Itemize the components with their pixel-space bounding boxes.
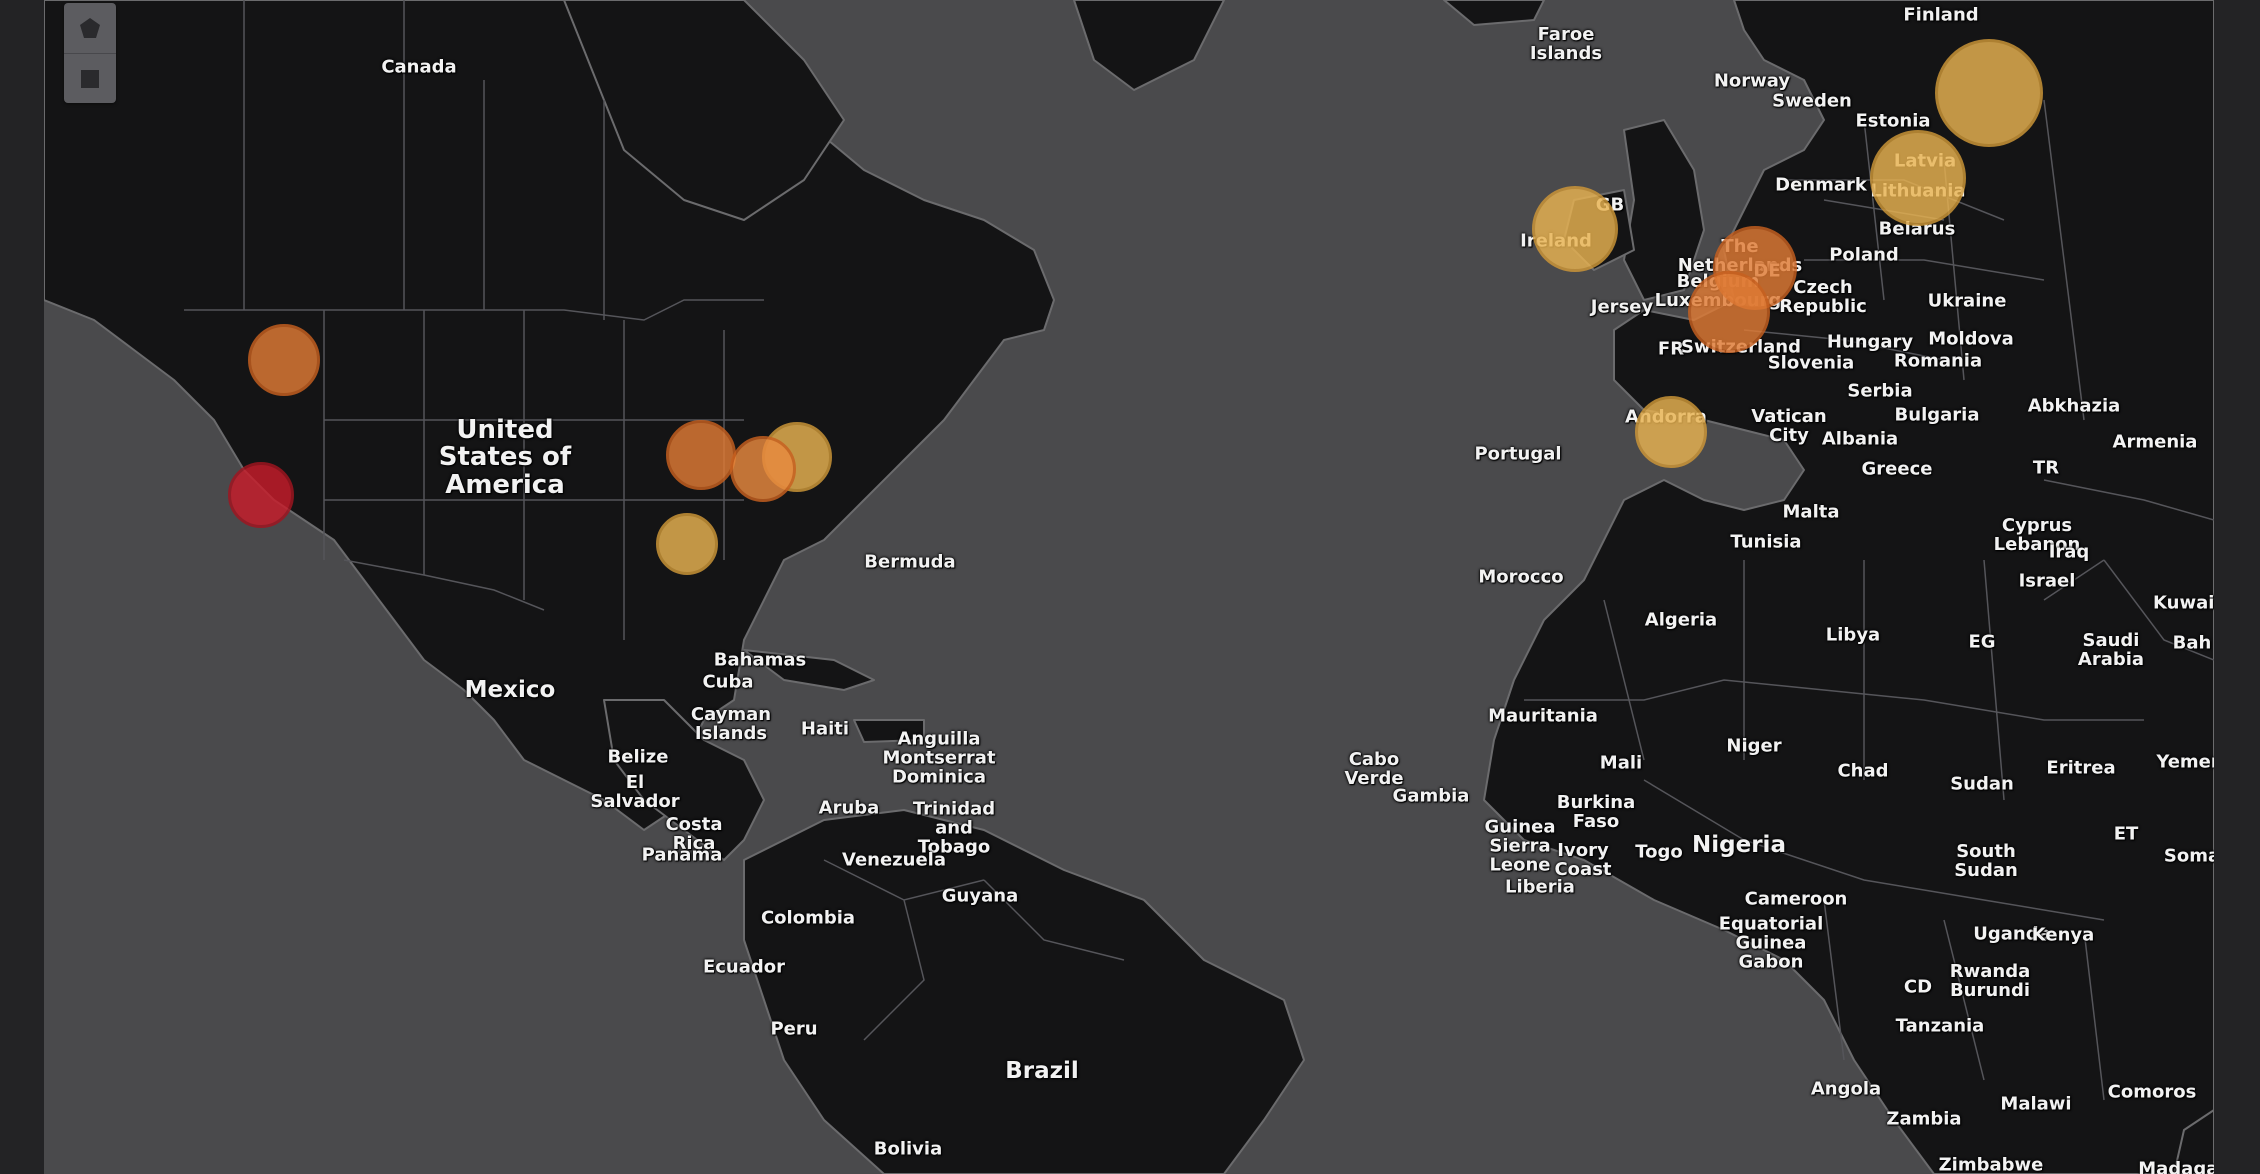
circle-marker[interactable] [1635,396,1707,468]
north-america-landmass [44,0,1055,831]
land-layer [44,0,2214,1174]
greenland-tip [1073,0,1225,91]
circle-marker[interactable] [1870,130,1966,226]
circle-marker[interactable] [656,513,718,575]
circle-marker[interactable] [248,324,320,396]
madagascar-island [2173,1109,2214,1174]
circle-marker[interactable] [730,436,796,502]
middle-east-borders [2043,479,2214,661]
us-canada-border [184,299,764,321]
south-america-landmass [743,809,1305,1174]
eurasia-africa-landmass [1483,0,2214,1174]
rectangle-draw-icon [81,69,99,88]
hudson-region [563,0,845,221]
draw-toolbar [64,3,116,103]
circle-marker[interactable] [1532,186,1618,272]
draw-polygon-button[interactable] [64,3,116,52]
hispaniola-island [853,719,925,743]
central-america-landmass [603,699,765,861]
world-map[interactable]: Canada United States of America Mexico Berm… [44,0,2214,1174]
canada-province-lines [243,0,605,320]
circle-marker[interactable] [666,420,736,490]
africa-borders [1524,559,2144,1101]
iceland-island [1443,0,1545,26]
polygon-draw-icon [80,17,100,38]
circle-marker[interactable] [1935,39,2043,147]
circle-marker[interactable] [1688,271,1770,353]
south-america-borders [823,859,1125,1041]
us-mexico-border [343,559,545,611]
circle-marker[interactable] [228,462,294,528]
cuba-island [743,649,875,691]
draw-rectangle-button[interactable] [64,53,116,103]
great-britain-island [1623,119,1705,301]
